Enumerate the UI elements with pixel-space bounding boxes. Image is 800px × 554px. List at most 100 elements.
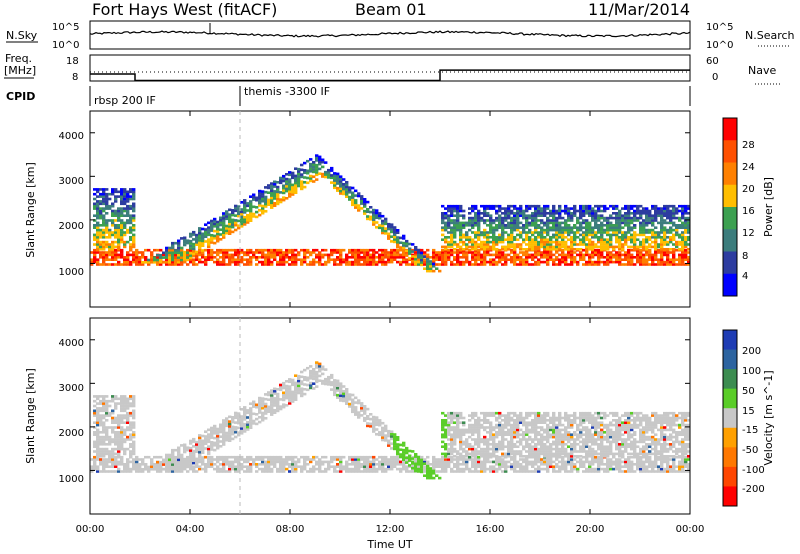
power-echo-cell <box>345 183 349 186</box>
power-echo-cell <box>234 221 238 225</box>
power-echo-cell <box>369 218 373 221</box>
velocity-echo-cell <box>456 426 460 429</box>
velocity-echo-cell <box>210 460 214 464</box>
power-echo-cell <box>516 238 520 241</box>
power-echo-cell <box>291 260 295 264</box>
power-echo-cell <box>435 251 439 254</box>
velocity-echo-cell <box>459 440 463 444</box>
power-echo-cell <box>270 189 274 193</box>
power-echo-cell <box>207 256 211 259</box>
power-echo-cell <box>492 245 496 249</box>
power-echo-cell <box>591 233 595 237</box>
velocity-echo-cell <box>117 426 121 429</box>
velocity-echo-cell <box>249 419 253 422</box>
power-echo-cell <box>108 204 112 208</box>
velocity-echo-cell <box>273 455 277 459</box>
velocity-echo-cell <box>429 463 433 466</box>
power-echo-cell <box>114 231 118 234</box>
power-echo-cell <box>414 251 418 254</box>
power-echo-cell <box>474 263 478 266</box>
velocity-echo-cell <box>339 387 343 390</box>
power-echo-cell <box>459 226 463 229</box>
velocity-echo-cell <box>129 395 133 398</box>
power-echo-cell <box>363 260 367 264</box>
power-echo-cell <box>285 197 289 200</box>
power-echo-cell <box>177 263 181 266</box>
power-echo-cell <box>309 170 313 173</box>
velocity-echo-cell <box>489 435 493 439</box>
power-echo-cell <box>357 251 361 254</box>
power-echo-cell <box>597 256 601 259</box>
power-echo-cell <box>549 226 553 229</box>
power-echo-cell <box>630 226 634 229</box>
power-echo-cell <box>609 238 613 241</box>
velocity-echo-cell <box>372 418 376 421</box>
power-echo-cell <box>525 258 529 261</box>
power-echo-cell <box>624 212 628 215</box>
power-echo-cell <box>378 258 382 261</box>
power-echo-cell <box>630 256 634 259</box>
power-echo-cell <box>621 216 625 220</box>
power-echo-cell <box>645 263 649 266</box>
velocity-echo-cell <box>183 467 187 470</box>
velocity-echo-cell <box>255 403 259 407</box>
power-echo-cell <box>198 236 202 240</box>
velocity-echo-cell <box>315 366 319 369</box>
power-echo-cell <box>240 225 244 228</box>
velocity-echo-cell <box>480 455 484 458</box>
velocity-echo-cell <box>294 391 298 394</box>
power-echo-cell <box>582 219 586 222</box>
velocity-echo-cell <box>303 460 307 464</box>
power-echo-cell <box>309 177 313 180</box>
power-echo-cell <box>645 238 649 241</box>
power-echo-cell <box>546 226 550 229</box>
power-echo-cell <box>636 209 640 213</box>
power-echo-cell <box>456 245 460 249</box>
velocity-echo-cell <box>489 465 493 468</box>
power-echo-cell <box>141 256 145 259</box>
velocity-echo-cell <box>483 426 487 429</box>
power-echo-cell <box>462 221 466 225</box>
velocity-echo-cell <box>180 470 184 473</box>
velocity-echo-cell <box>111 426 115 429</box>
velocity-echo-cell <box>267 460 271 464</box>
velocity-echo-cell <box>120 402 124 405</box>
power-echo-cell <box>123 207 127 210</box>
velocity-echo-cell <box>123 447 127 451</box>
power-echo-cell <box>255 215 259 219</box>
power-echo-cell <box>423 255 427 258</box>
velocity-echo-cell <box>255 455 259 459</box>
power-echo-cell <box>570 236 574 239</box>
power-echo-cell <box>627 238 631 241</box>
power-echo-cell <box>594 253 598 257</box>
power-echo-cell <box>591 228 595 232</box>
power-echo-cell <box>657 258 661 261</box>
power-echo-cell <box>210 226 214 230</box>
power-echo-cell <box>558 231 562 234</box>
velocity-echo-cell <box>105 404 109 408</box>
velocity-echo-cell <box>168 463 172 466</box>
velocity-echo-cell <box>162 458 166 462</box>
power-echo-cell <box>306 181 310 185</box>
power-echo-cell <box>483 231 487 234</box>
power-echo-cell <box>132 228 136 232</box>
power-echo-cell <box>120 256 124 259</box>
power-echo-cell <box>531 245 535 249</box>
velocity-echo-cell <box>450 443 454 446</box>
power-echo-cell <box>375 260 379 264</box>
power-echo-cell <box>483 245 487 249</box>
power-echo-cell <box>258 248 262 252</box>
power-echo-cell <box>495 243 499 246</box>
power-echo-cell <box>264 210 268 213</box>
power-echo-cell <box>171 256 175 259</box>
velocity-echo-cell <box>105 399 109 403</box>
power-echo-cell <box>645 240 649 244</box>
power-echo-cell <box>171 251 175 255</box>
power-echo-cell <box>285 251 289 254</box>
velocity-echo-cell <box>390 432 394 436</box>
velocity-echo-cell <box>471 423 475 427</box>
power-echo-cell <box>135 256 139 259</box>
power-echo-cell <box>180 248 184 252</box>
velocity-echo-cell <box>474 455 478 458</box>
power-echo-cell <box>249 256 253 259</box>
